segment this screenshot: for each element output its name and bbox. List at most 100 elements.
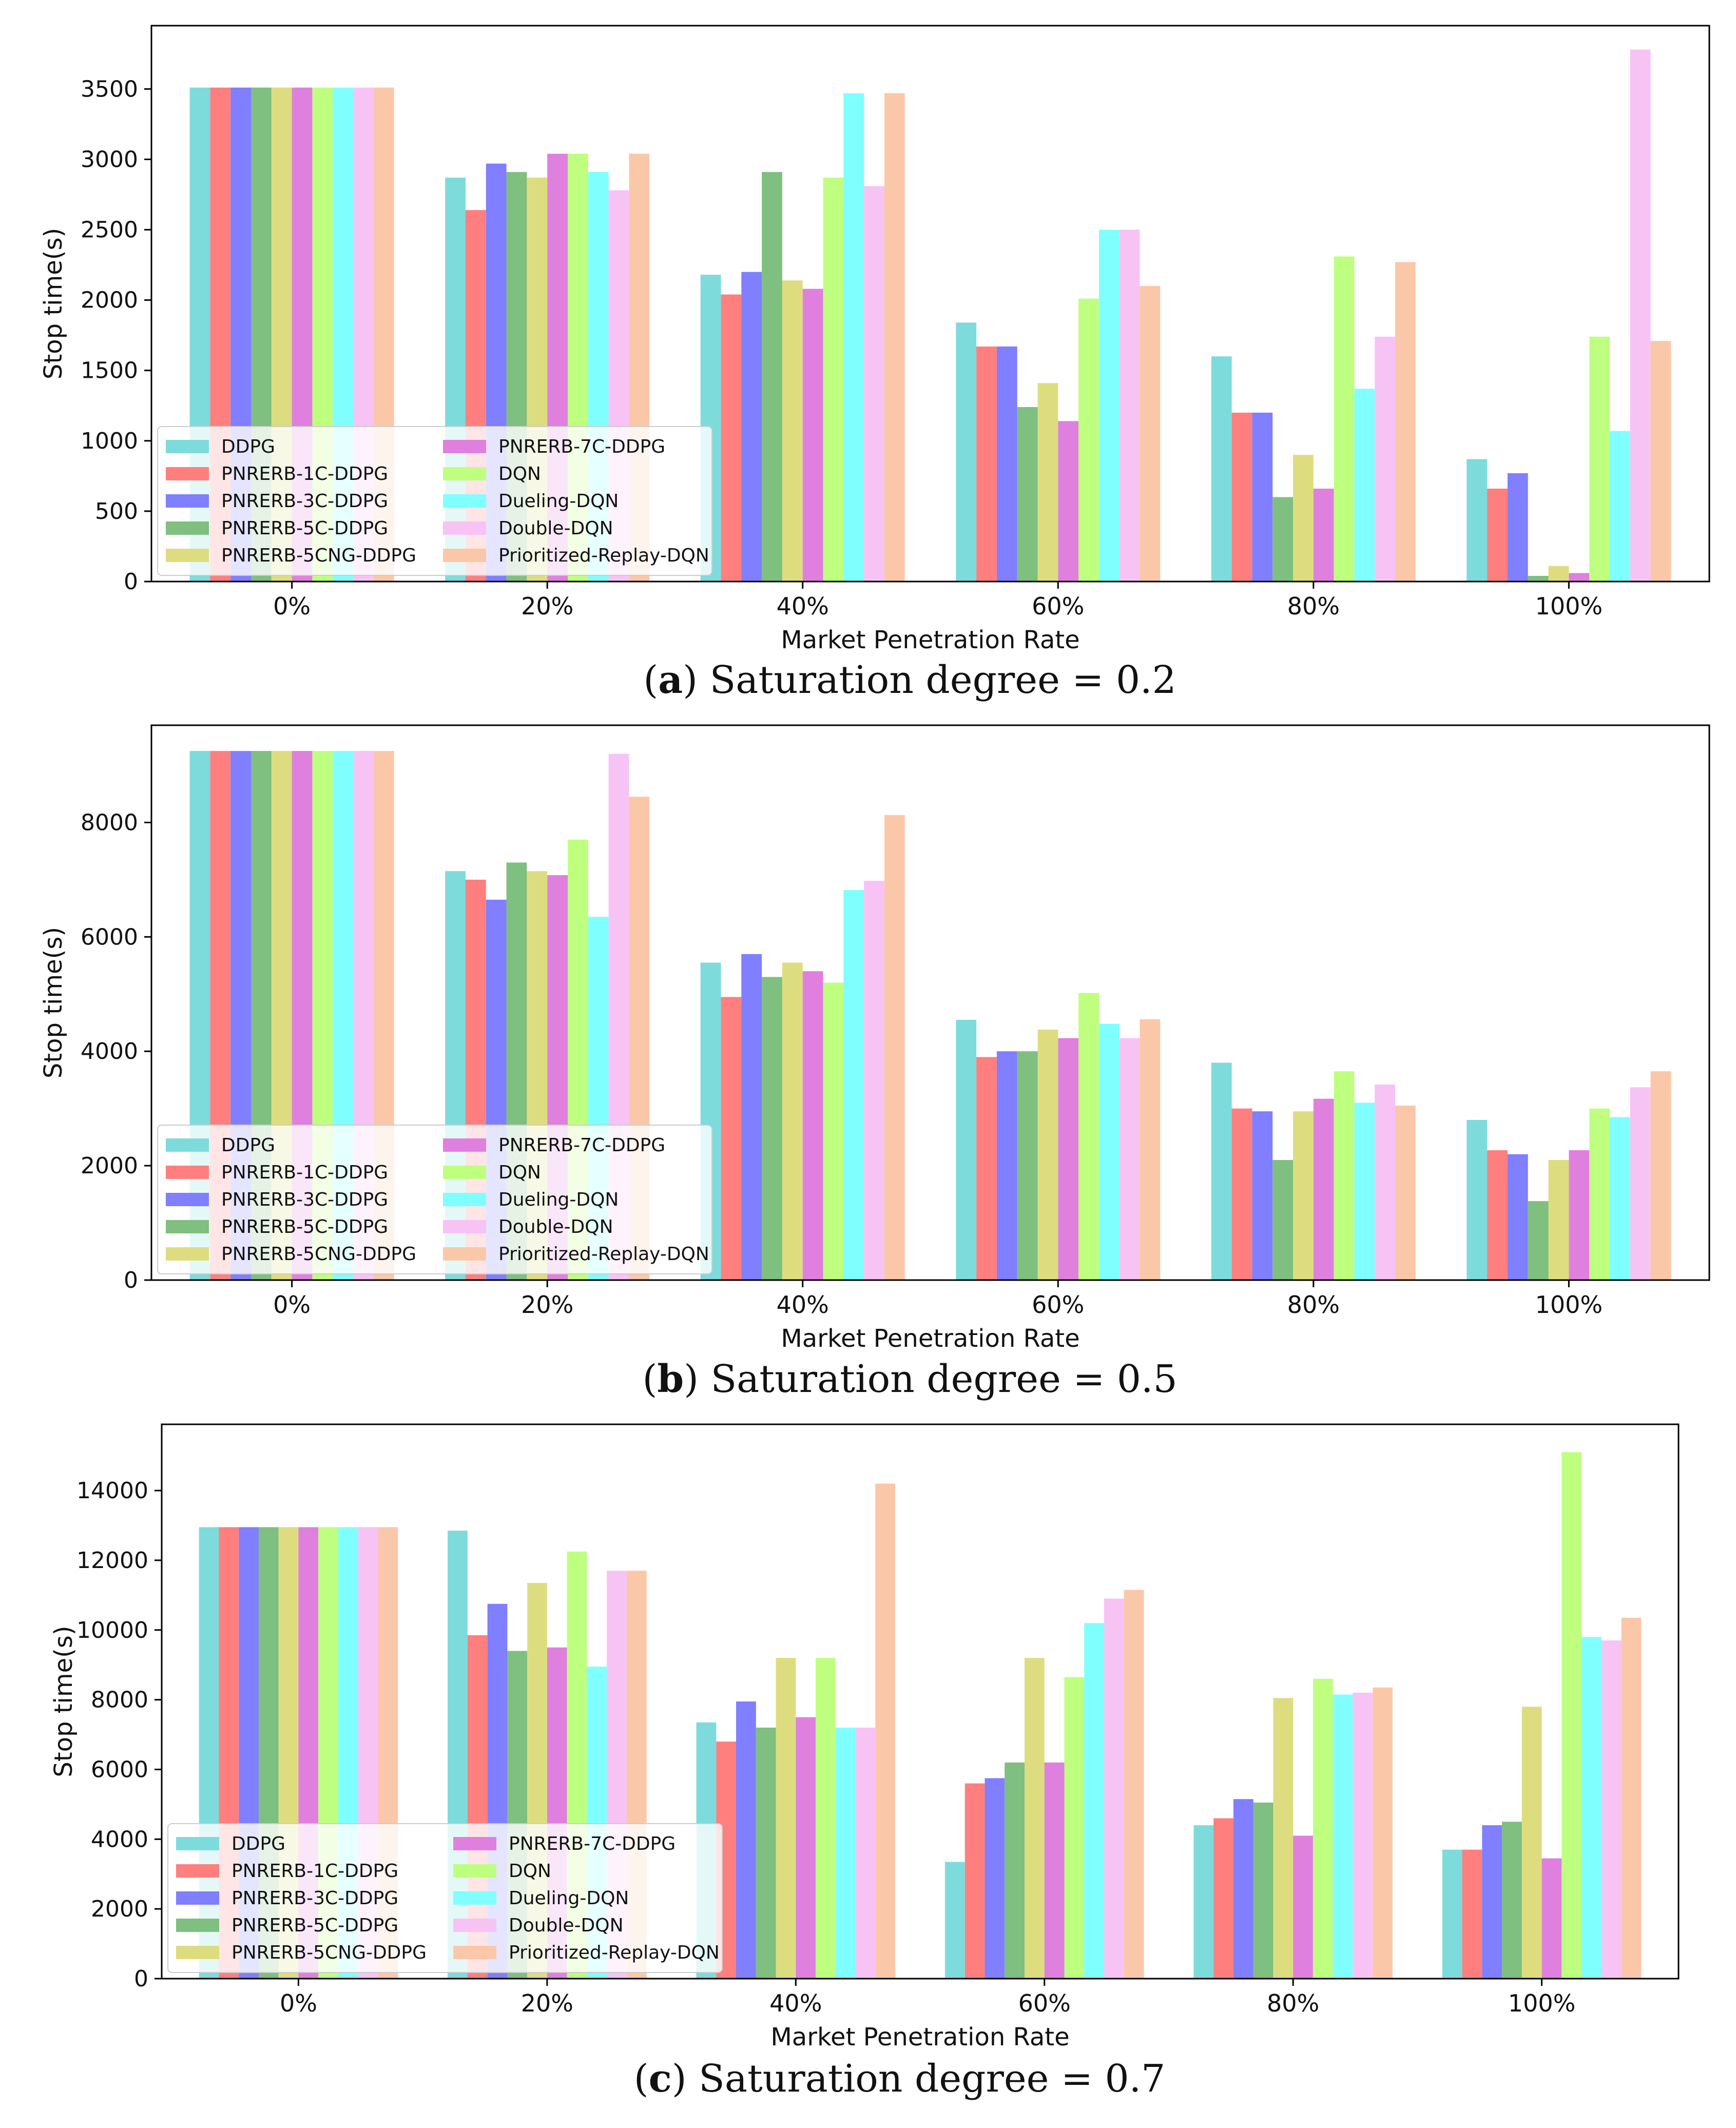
bar-pnrerb-5cng-ddpg-80pct [1293,1111,1314,1280]
bar-double-dqn-60pct [1104,1598,1124,1979]
bar-ddpg-60pct [956,322,977,582]
legend-swatch [453,1946,496,1959]
bar-ddpg-100pct [1442,1849,1462,1979]
bar-pnrerb-5c-ddpg-80pct [1272,497,1293,582]
legend-label: Double-DQN [509,1915,624,1936]
y-tick-label: 0 [134,1966,148,1992]
legend-swatch [166,1138,209,1152]
legend-label: PNRERB-3C-DDPG [221,491,388,512]
bar-pnrerb-3c-ddpg-40pct [741,954,762,1280]
legend: DDPG PNRERB-1C-DDPG PNRERB-3C-DDPG PNRERB-5… [167,1823,723,1973]
bar-dueling-dqn-40pct [843,93,864,582]
bar-pnrerb-7c-ddpg-40pct [802,288,823,582]
x-tick-label: 20% [521,1291,573,1319]
bar-prioritized-replay-dqn-100pct [1621,1618,1642,1979]
legend: DDPG PNRERB-1C-DDPG PNRERB-3C-DDPG PNRERB-5… [157,1125,712,1274]
legend-label: DQN [498,1162,541,1183]
bar-pnrerb-5c-ddpg-40pct [756,1727,776,1979]
bar-prioritized-replay-dqn-40pct [875,1483,896,1979]
bar-double-dqn-80pct [1375,1084,1395,1280]
bar-dueling-dqn-100pct [1610,1117,1630,1280]
bar-pnrerb-5cng-ddpg-80pct [1293,455,1314,582]
bar-pnrerb-5cng-ddpg-100pct [1548,1160,1569,1280]
bar-dqn-80pct [1313,1678,1333,1979]
bar-pnrerb-1c-ddpg-80pct [1231,1108,1252,1280]
legend-label: PNRERB-5C-DDPG [232,1915,398,1936]
legend-label: Prioritized-Replay-DQN [498,1244,709,1265]
bar-pnrerb-7c-ddpg-40pct [802,971,823,1280]
bar-double-dqn-100pct [1630,49,1651,582]
bar-dueling-dqn-80pct [1354,389,1375,582]
bar-prioritized-replay-dqn-60pct [1140,1019,1161,1280]
x-axis-label: Market Penetration Rate [781,626,1079,654]
bar-ddpg-80pct [1193,1825,1214,1979]
bar-dqn-60pct [1078,298,1099,582]
bar-pnrerb-1c-ddpg-100pct [1487,489,1508,582]
bar-pnrerb-5cng-ddpg-40pct [782,962,803,1280]
bar-pnrerb-5cng-ddpg-60pct [1037,383,1058,582]
bar-pnrerb-3c-ddpg-100pct [1482,1825,1502,1979]
bar-pnrerb-1c-ddpg-100pct [1462,1849,1482,1979]
bar-pnrerb-3c-ddpg-40pct [736,1701,756,1979]
legend-label: DQN [509,1861,551,1882]
bar-pnrerb-7c-ddpg-100pct [1541,1858,1562,1979]
bar-pnrerb-5c-ddpg-60pct [1005,1762,1025,1979]
bar-pnrerb-5cng-ddpg-60pct [1037,1029,1058,1280]
y-tick-label: 8000 [81,809,138,836]
legend-label: PNRERB-7C-DDPG [498,1135,665,1156]
bar-pnrerb-5c-ddpg-80pct [1272,1160,1293,1280]
legend: DDPG PNRERB-1C-DDPG PNRERB-3C-DDPG PNRERB-5… [157,426,712,576]
bar-double-dqn-40pct [864,881,884,1280]
y-tick-label: 2500 [81,217,138,243]
legend-swatch [166,1166,209,1179]
bar-dueling-dqn-40pct [843,890,864,1280]
legend-swatch [176,1919,219,1932]
bar-double-dqn-80pct [1353,1693,1373,1979]
bar-pnrerb-5c-ddpg-100pct [1528,576,1549,582]
legend-swatch [166,1193,209,1206]
bar-prioritized-replay-dqn-80pct [1395,262,1416,582]
bar-prioritized-replay-dqn-60pct [1124,1590,1144,1979]
bar-pnrerb-5c-ddpg-40pct [762,977,782,1280]
legend-label: DQN [498,463,541,485]
legend-swatch [166,1247,209,1261]
bar-prioritized-replay-dqn-80pct [1395,1106,1416,1280]
chart-panel-a: 0 500 1000 1500 2000 2500 3000 3500 0% 20% 40% 60% 8… [39,25,1710,702]
legend-swatch [443,1166,486,1179]
bar-double-dqn-40pct [855,1727,876,1979]
legend-box [157,426,712,576]
bar-dqn-40pct [823,178,844,582]
bar-pnrerb-3c-ddpg-60pct [985,1778,1005,1979]
x-tick-label: 80% [1287,592,1340,620]
bar-pnrerb-7c-ddpg-60pct [1058,1038,1079,1280]
x-tick-label: 60% [1018,1989,1071,2017]
bar-dueling-dqn-60pct [1098,1023,1120,1280]
legend-swatch [176,1837,219,1850]
y-tick-label: 4000 [91,1826,148,1852]
legend-swatch [166,494,209,508]
bar-double-dqn-60pct [1119,229,1140,582]
y-tick-label: 6000 [81,924,138,950]
bar-ddpg-80pct [1211,1062,1232,1280]
bar-pnrerb-1c-ddpg-100pct [1487,1150,1508,1280]
bar-pnrerb-5cng-ddpg-100pct [1521,1707,1542,1979]
legend-label: PNRERB-5C-DDPG [221,518,388,539]
legend-swatch [176,1946,219,1959]
legend-label: Dueling-DQN [498,491,619,512]
bar-pnrerb-7c-ddpg-80pct [1313,1098,1334,1280]
x-tick-label: 0% [273,1291,311,1319]
legend-label: Dueling-DQN [498,1189,619,1210]
bar-pnrerb-7c-ddpg-80pct [1313,489,1334,582]
plot-frame [150,25,1710,583]
x-tick-label: 60% [1032,1291,1084,1319]
panel-caption: (b) Saturation degree = 0.5 [642,1357,1177,1401]
bar-dqn-60pct [1064,1677,1085,1979]
legend-label: Prioritized-Replay-DQN [498,545,709,566]
legend-label: DDPG [221,1135,275,1156]
legend-swatch [176,1891,219,1905]
bar-dqn-80pct [1334,1071,1355,1280]
legend-swatch [443,1220,486,1233]
y-tick-label: 1500 [81,358,138,384]
legend-swatch [443,467,486,480]
